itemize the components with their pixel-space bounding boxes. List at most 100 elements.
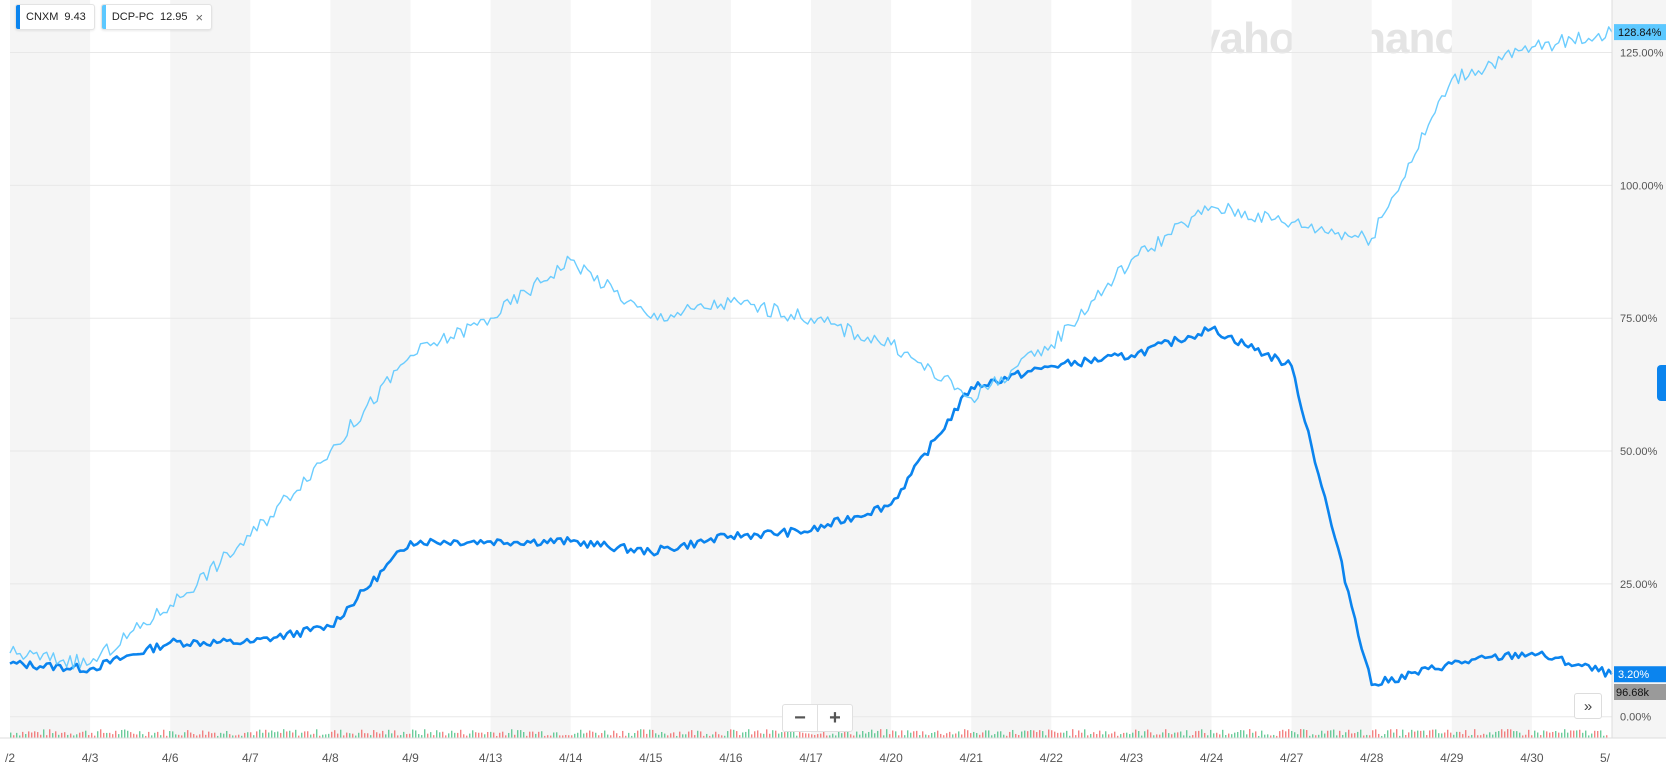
- expand-icon[interactable]: »: [1574, 693, 1602, 719]
- volume-bar: [673, 732, 675, 738]
- volume-bar: [415, 730, 417, 738]
- volume-bar: [1048, 729, 1050, 738]
- x-tick-label: 4/22: [1040, 751, 1064, 765]
- volume-bar: [475, 732, 477, 738]
- volume-bar: [811, 734, 813, 738]
- volume-bar: [967, 730, 969, 738]
- volume-bar: [1237, 731, 1239, 738]
- volume-bar: [664, 733, 666, 738]
- volume-bar: [649, 729, 651, 738]
- volume-bar: [82, 731, 84, 738]
- volume-bar: [1297, 734, 1299, 738]
- volume-bar: [796, 735, 798, 738]
- volume-bar: [1228, 733, 1230, 738]
- volume-bar: [1369, 735, 1371, 738]
- legend-chip-dcp-pc[interactable]: DCP-PC 12.95 ×: [100, 4, 213, 30]
- volume-bar: [91, 732, 93, 738]
- volume-bar: [157, 731, 159, 738]
- day-band: [650, 0, 731, 738]
- volume-bar: [1195, 731, 1197, 738]
- volume-bar: [676, 735, 678, 738]
- volume-bar: [1318, 734, 1320, 738]
- volume-bar: [655, 733, 657, 738]
- volume-bar: [1276, 735, 1278, 738]
- volume-bar: [43, 729, 45, 738]
- volume-bar: [1603, 735, 1605, 738]
- volume-bar: [154, 732, 156, 738]
- volume-bar: [1321, 730, 1323, 738]
- volume-bar: [487, 732, 489, 738]
- day-band: [170, 0, 251, 738]
- volume-bar: [1483, 733, 1485, 738]
- y-tick-label: 100.00%: [1620, 180, 1664, 192]
- volume-bar: [1459, 731, 1461, 738]
- volume-bar: [667, 735, 669, 738]
- volume-bar: [1147, 729, 1149, 738]
- volume-bar: [1171, 734, 1173, 738]
- volume-bar: [1348, 729, 1350, 738]
- volume-bar: [1351, 733, 1353, 738]
- volume-bar: [658, 734, 660, 738]
- volume-bar: [1378, 733, 1380, 738]
- volume-bar: [1333, 729, 1335, 738]
- volume-bar: [439, 732, 441, 738]
- volume-bar: [1462, 734, 1464, 738]
- volume-bar: [1354, 733, 1356, 738]
- volume-bar: [124, 729, 126, 738]
- close-icon[interactable]: ×: [195, 9, 204, 25]
- zoom-out-button[interactable]: −: [782, 704, 817, 732]
- volume-bar: [898, 735, 900, 738]
- volume-bar: [220, 732, 222, 738]
- volume-bar: [1507, 729, 1509, 738]
- volume-bar: [187, 730, 189, 738]
- volume-bar: [400, 735, 402, 738]
- volume-bar: [1435, 729, 1437, 738]
- volume-bar: [799, 729, 801, 738]
- volume-bar: [145, 735, 147, 738]
- volume-bar: [1549, 732, 1551, 738]
- volume-bar: [1396, 729, 1398, 738]
- volume-bar: [49, 729, 51, 738]
- volume-bar: [94, 735, 96, 738]
- volume-bar: [85, 730, 87, 738]
- volume-bar: [1159, 734, 1161, 738]
- volume-bar: [532, 731, 534, 738]
- volume-bar: [298, 735, 300, 738]
- volume-bar: [1327, 730, 1329, 738]
- volume-bar: [1267, 734, 1269, 738]
- volume-bar: [1402, 729, 1404, 738]
- volume-bar: [1126, 732, 1128, 738]
- volume-bar: [280, 732, 282, 738]
- volume-bar: [871, 729, 873, 738]
- volume-bar: [1045, 735, 1047, 738]
- volume-bar: [256, 731, 258, 738]
- volume-bar: [814, 734, 816, 738]
- volume-bar: [907, 730, 909, 738]
- volume-bar: [1552, 731, 1554, 738]
- volume-bar: [370, 735, 372, 738]
- volume-bar: [34, 731, 36, 738]
- volume-bar: [1300, 729, 1302, 738]
- volume-bar: [130, 732, 132, 738]
- volume-bar: [730, 729, 732, 738]
- side-panel-tab[interactable]: [1657, 365, 1666, 401]
- volume-bar: [565, 734, 567, 738]
- volume-bar: [418, 734, 420, 738]
- volume-bar: [583, 733, 585, 738]
- y-tick-label: 25.00%: [1620, 579, 1658, 591]
- volume-bar: [514, 734, 516, 738]
- volume-bar: [1093, 732, 1095, 738]
- volume-bar: [1003, 734, 1005, 738]
- volume-bar: [103, 732, 105, 738]
- volume-bar: [436, 730, 438, 738]
- legend-chip-cnxm[interactable]: CNXM 9.43: [15, 4, 95, 30]
- zoom-in-button[interactable]: +: [817, 704, 853, 732]
- volume-bar: [1261, 730, 1263, 738]
- volume-bar: [175, 734, 177, 738]
- volume-bar: [1309, 735, 1311, 738]
- volume-bar: [568, 735, 570, 738]
- legend-value: 9.43: [64, 11, 86, 23]
- x-tick-label: 4/7: [242, 751, 259, 765]
